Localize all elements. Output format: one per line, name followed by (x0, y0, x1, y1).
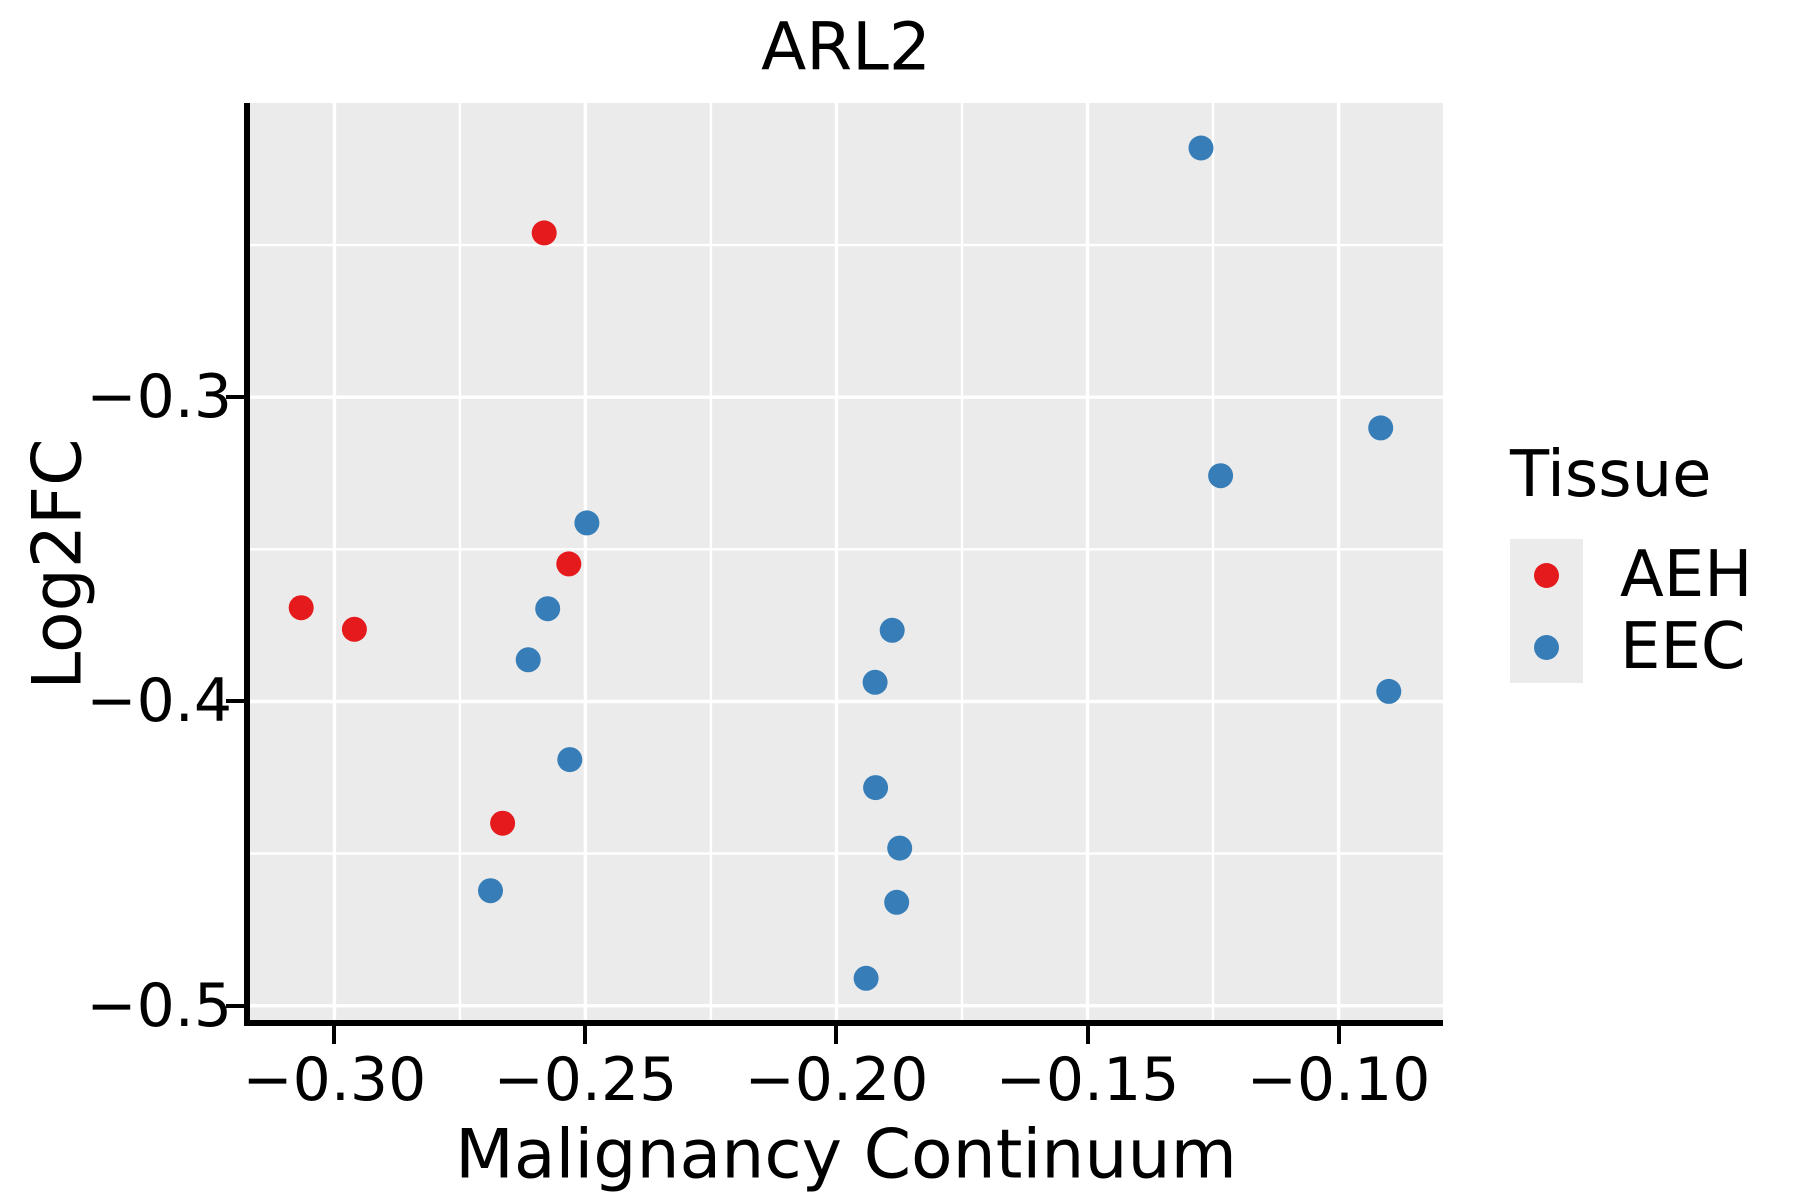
plot-panel (250, 103, 1443, 1020)
y-axis-line (244, 103, 250, 1026)
y-axis-title: Log2FC (18, 438, 98, 690)
y-tick-mark (226, 699, 244, 704)
data-point-eec (1208, 463, 1234, 489)
data-point-eec (879, 617, 905, 643)
data-point-eec (557, 747, 583, 773)
eec-dot-icon (1534, 634, 1559, 660)
legend-key-aeh (1510, 539, 1583, 611)
x-tick-label: −0.20 (744, 1045, 929, 1115)
data-point-aeh (490, 810, 516, 836)
x-tick-label: −0.30 (242, 1045, 427, 1115)
y-tick-label: −0.4 (86, 666, 232, 737)
legend-label-eec: EEC (1620, 610, 1746, 684)
data-point-eec (1376, 678, 1402, 704)
x-tick-mark (583, 1026, 588, 1044)
x-axis-title: Malignancy Continuum (455, 1115, 1237, 1195)
data-point-aeh (531, 220, 557, 246)
data-point-aeh (341, 616, 367, 642)
y-tick-mark (226, 395, 244, 400)
data-point-aeh (288, 595, 314, 621)
data-point-eec (884, 889, 910, 915)
y-tick-label: −0.3 (86, 362, 232, 433)
data-point-eec (535, 596, 561, 622)
x-tick-label: −0.15 (995, 1045, 1180, 1115)
plot-title: ARL2 (761, 8, 931, 86)
x-tick-label: −0.10 (1246, 1045, 1431, 1115)
data-point-eec (515, 647, 541, 673)
data-point-eec (1368, 415, 1394, 441)
data-point-eec (853, 965, 879, 991)
data-point-eec (574, 510, 600, 536)
x-tick-mark (1336, 1026, 1341, 1044)
data-point-eec (862, 669, 888, 695)
scatter-plot-svg (250, 103, 1443, 1020)
data-point-aeh (556, 551, 582, 577)
aeh-dot-icon (1534, 562, 1559, 588)
x-axis-line (244, 1020, 1443, 1026)
legend-item-aeh: AEH (1510, 539, 1752, 611)
legend-title: Tissue (1510, 438, 1712, 512)
legend-label-aeh: AEH (1620, 538, 1753, 612)
y-tick-mark (226, 1003, 244, 1008)
data-point-eec (478, 878, 503, 904)
x-tick-mark (834, 1026, 839, 1044)
legend-key-eec (1510, 611, 1583, 683)
legend-item-eec: EEC (1510, 611, 1746, 683)
data-point-eec (1188, 135, 1214, 161)
x-tick-mark (332, 1026, 337, 1044)
data-point-eec (863, 775, 889, 801)
x-tick-mark (1085, 1026, 1090, 1044)
y-tick-label: −0.5 (86, 970, 232, 1041)
x-tick-label: −0.25 (493, 1045, 678, 1115)
data-point-eec (887, 835, 913, 861)
